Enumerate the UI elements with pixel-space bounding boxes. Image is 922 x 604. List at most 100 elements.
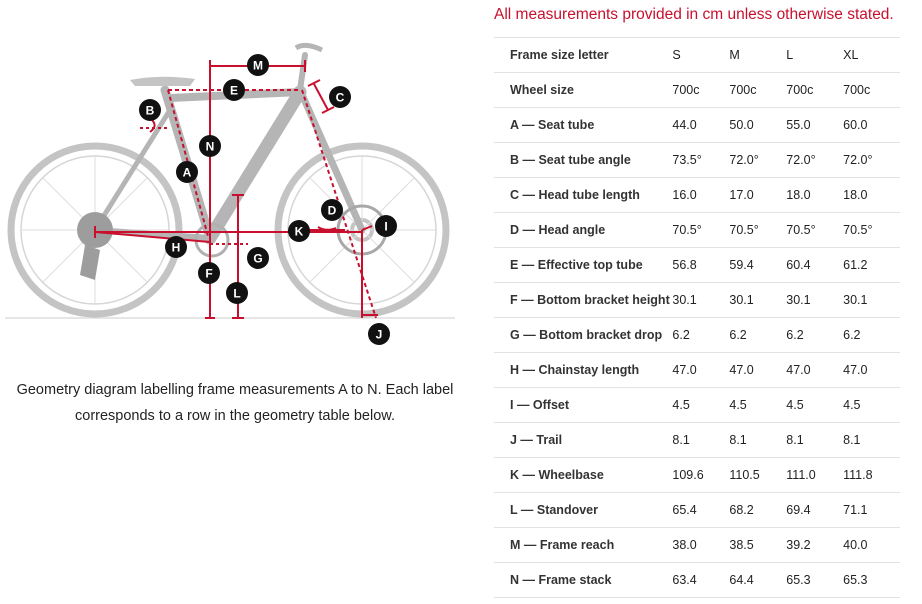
svg-text:K: K <box>295 225 304 239</box>
row-value: 111.0 <box>786 457 844 493</box>
row-value: 700c <box>672 72 730 108</box>
row-value: 55.0 <box>786 107 844 143</box>
row-value: 6.2 <box>729 317 787 353</box>
label-badge-a: A <box>176 161 198 183</box>
row-label: J — Trail <box>494 422 673 458</box>
row-value: 6.2 <box>672 317 730 353</box>
table-row: Wheel size 700c 700c 700c 700c <box>494 72 900 108</box>
row-value: 110.5 <box>729 457 787 493</box>
label-badge-l: L <box>226 282 248 304</box>
row-value: 70.5° <box>843 212 900 248</box>
row-value: 8.1 <box>786 422 844 458</box>
svg-text:L: L <box>233 287 240 301</box>
row-value: 40.0 <box>843 527 900 563</box>
row-value: 72.0° <box>843 142 900 178</box>
row-value: 47.0 <box>729 352 787 388</box>
row-label: Wheel size <box>494 72 673 108</box>
svg-text:I: I <box>384 220 387 234</box>
label-badge-k: K <box>288 220 310 242</box>
row-value: 71.1 <box>843 492 900 528</box>
row-value: 56.8 <box>672 247 730 283</box>
row-value: 50.0 <box>729 107 787 143</box>
row-value: 18.0 <box>843 177 900 213</box>
table-row: L — Standover 65.4 68.2 69.4 71.1 <box>494 492 900 528</box>
svg-text:F: F <box>205 267 212 281</box>
label-badge-g: G <box>247 247 269 269</box>
table-row: H — Chainstay length 47.0 47.0 47.0 47.0 <box>494 352 900 388</box>
row-value: 60.0 <box>843 107 900 143</box>
label-badge-i: I <box>375 215 397 237</box>
header-size-m: M <box>729 37 787 73</box>
table-row: I — Offset 4.5 4.5 4.5 4.5 <box>494 387 900 423</box>
row-label: K — Wheelbase <box>494 457 673 493</box>
row-label: N — Frame stack <box>494 562 673 598</box>
row-value: 70.5° <box>672 212 730 248</box>
geometry-table: Frame size letter S M L XL Wheel size 700… <box>494 37 900 598</box>
row-value: 30.1 <box>786 282 844 318</box>
row-value: 69.4 <box>786 492 844 528</box>
row-label: M — Frame reach <box>494 527 673 563</box>
svg-text:C: C <box>336 91 345 105</box>
row-value: 4.5 <box>786 387 844 423</box>
row-value: 64.4 <box>729 562 787 598</box>
row-value: 39.2 <box>786 527 844 563</box>
row-label: A — Seat tube <box>494 107 673 143</box>
row-value: 700c <box>786 72 844 108</box>
label-badge-e: E <box>223 79 245 101</box>
row-value: 72.0° <box>786 142 844 178</box>
row-value: 8.1 <box>729 422 787 458</box>
table-row: A — Seat tube 44.0 50.0 55.0 60.0 <box>494 107 900 143</box>
table-row: C — Head tube length 16.0 17.0 18.0 18.0 <box>494 177 900 213</box>
geometry-diagram: M E C B N A D I K H G F L J <box>5 42 455 345</box>
header-label: Frame size letter <box>494 37 673 73</box>
measurement-labels: M E C B N A D I K H G F L J <box>139 54 397 345</box>
row-value: 700c <box>729 72 787 108</box>
header-size-l: L <box>786 37 844 73</box>
row-value: 68.2 <box>729 492 787 528</box>
table-row: B — Seat tube angle 73.5° 72.0° 72.0° 72.0° <box>494 142 900 178</box>
row-value: 38.5 <box>729 527 787 563</box>
row-label: D — Head angle <box>494 212 673 248</box>
row-value: 65.3 <box>786 562 844 598</box>
label-badge-h: H <box>165 236 187 258</box>
row-value: 38.0 <box>672 527 730 563</box>
row-value: 16.0 <box>672 177 730 213</box>
row-value: 30.1 <box>672 282 730 318</box>
row-label: F — Bottom bracket height <box>494 282 673 318</box>
row-value: 111.8 <box>843 457 900 493</box>
row-value: 70.5° <box>729 212 787 248</box>
row-value: 47.0 <box>843 352 900 388</box>
svg-text:H: H <box>172 241 181 255</box>
table-row: M — Frame reach 38.0 38.5 39.2 40.0 <box>494 527 900 563</box>
svg-text:J: J <box>376 328 383 342</box>
table-row: K — Wheelbase 109.6 110.5 111.0 111.8 <box>494 457 900 493</box>
row-label: H — Chainstay length <box>494 352 673 388</box>
row-value: 70.5° <box>786 212 844 248</box>
row-label: G — Bottom bracket drop <box>494 317 673 353</box>
table-row: J — Trail 8.1 8.1 8.1 8.1 <box>494 422 900 458</box>
table-row: D — Head angle 70.5° 70.5° 70.5° 70.5° <box>494 212 900 248</box>
row-value: 4.5 <box>843 387 900 423</box>
row-label: L — Standover <box>494 492 673 528</box>
svg-text:E: E <box>230 84 238 98</box>
header-size-xl: XL <box>843 37 900 73</box>
table-row: G — Bottom bracket drop 6.2 6.2 6.2 6.2 <box>494 317 900 353</box>
row-label: I — Offset <box>494 387 673 423</box>
row-label: C — Head tube length <box>494 177 673 213</box>
row-value: 4.5 <box>672 387 730 423</box>
label-badge-j: J <box>368 323 390 345</box>
row-value: 63.4 <box>672 562 730 598</box>
label-badge-f: F <box>198 262 220 284</box>
label-badge-d: D <box>321 199 343 221</box>
row-value: 30.1 <box>843 282 900 318</box>
label-badge-m: M <box>247 54 269 76</box>
row-value: 30.1 <box>729 282 787 318</box>
row-value: 44.0 <box>672 107 730 143</box>
svg-text:D: D <box>328 204 337 218</box>
svg-text:M: M <box>253 59 263 73</box>
svg-text:B: B <box>146 104 155 118</box>
table-row: E — Effective top tube 56.8 59.4 60.4 61.2 <box>494 247 900 283</box>
row-value: 8.1 <box>843 422 900 458</box>
table-row: F — Bottom bracket height 30.1 30.1 30.1 30.… <box>494 282 900 318</box>
diagram-caption: Geometry diagram labelling frame measure… <box>16 382 454 424</box>
